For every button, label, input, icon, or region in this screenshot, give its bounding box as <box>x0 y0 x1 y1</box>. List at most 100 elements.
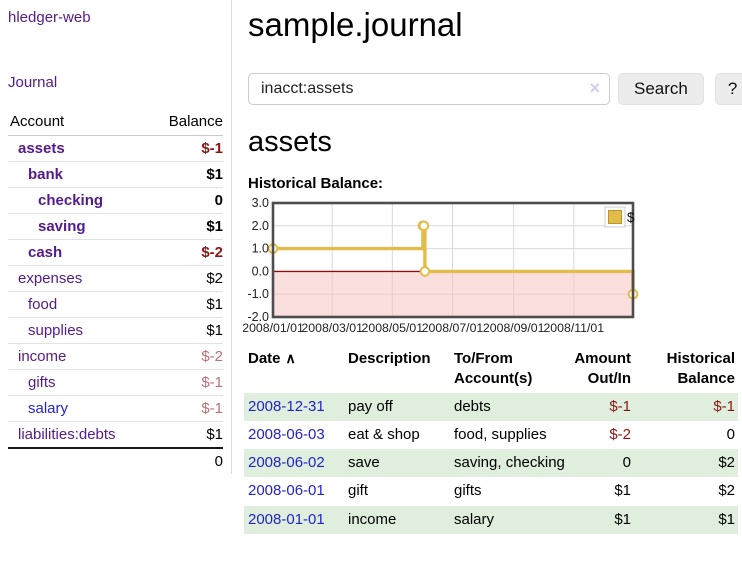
register-col-historical-balance: Historical Balance <box>666 350 735 388</box>
transaction-accounts: saving, checking <box>454 454 565 471</box>
account-balance: $-2 <box>149 343 223 370</box>
balance-chart-svg: $3.0 2.0 1.0 0.0 -1.0 -2.02008/01/012008/03/0… <box>242 196 639 335</box>
nav-journal: Journal <box>8 74 223 92</box>
transaction-description: save <box>348 454 380 471</box>
account-row: cash $-2 <box>8 239 223 266</box>
account-link-saving[interactable]: saving <box>38 218 86 235</box>
accounts-total-row: 0 <box>8 447 223 474</box>
account-row: assets $-1 <box>8 135 223 162</box>
register-col-date[interactable]: Date ∧ <box>248 350 296 367</box>
register-table: Date ∧ Description To/From Account(s) Amount… <box>244 346 738 534</box>
register-col-to-from-account-s-: To/From Account(s) <box>454 350 533 388</box>
clear-search-icon[interactable]: × <box>589 78 600 98</box>
chart-title: Historical Balance: <box>248 175 384 192</box>
search-row: × Search ? <box>248 73 742 105</box>
register-row: 2008-12-31 pay off debts $-1 $-1 <box>244 392 738 421</box>
balance-chart: $3.0 2.0 1.0 0.0 -1.0 -2.0 2008/01/01 2008/03/0… <box>242 196 738 337</box>
svg-text:2008/09/01: 2008/09/01 <box>483 321 545 335</box>
svg-text:-1.0: -1.0 <box>247 287 269 301</box>
account-heading: assets <box>248 126 332 158</box>
account-row: salary $-1 <box>8 395 223 422</box>
account-balance: $-1 <box>149 135 223 162</box>
svg-text:1.0: 1.0 <box>252 242 269 256</box>
register-row: 2008-06-01 gift gifts $1 $2 <box>244 477 738 505</box>
search-button[interactable]: Search <box>618 73 704 105</box>
account-row: liabilities:debts $1 <box>8 421 223 449</box>
svg-text:3.0: 3.0 <box>252 196 269 210</box>
transaction-amount: $1 <box>614 482 631 500</box>
page-title: sample.journal <box>248 6 463 43</box>
account-balance: $1 <box>149 421 223 449</box>
transaction-date-link[interactable]: 2008-06-02 <box>248 454 325 471</box>
help-button[interactable]: ? <box>714 73 742 105</box>
register-col-description: Description <box>348 350 431 367</box>
account-link-checking[interactable]: checking <box>38 192 104 209</box>
transaction-description: pay off <box>348 397 393 415</box>
account-balance: $2 <box>149 265 223 292</box>
account-row: checking 0 <box>8 187 223 214</box>
svg-text:0.0: 0.0 <box>252 264 269 278</box>
register-row: 2008-01-01 income salary $1 $1 <box>244 505 738 534</box>
transaction-date-link[interactable]: 2008-12-31 <box>248 397 325 415</box>
account-balance: $-1 <box>149 395 223 422</box>
brand-link[interactable]: hledger-web <box>8 9 91 26</box>
main-content: sample.journal × Search ? assets Histori… <box>232 0 742 534</box>
account-row: supplies $1 <box>8 317 223 344</box>
account-balance: $1 <box>149 291 223 318</box>
svg-text:2008/07/01: 2008/07/01 <box>422 321 484 335</box>
svg-text:2008/05/01: 2008/05/01 <box>362 321 424 335</box>
journal-link[interactable]: Journal <box>8 74 58 91</box>
accounts-total-value: 0 <box>149 447 223 474</box>
transaction-accounts: gifts <box>454 482 482 500</box>
svg-text:2008/01/01: 2008/01/01 <box>242 321 304 335</box>
account-link-expenses[interactable]: expenses <box>18 270 83 287</box>
transaction-balance: $2 <box>718 482 735 500</box>
register-row: 2008-06-02 save saving, checking 0 $2 <box>244 449 738 478</box>
account-link-income[interactable]: income <box>18 348 67 365</box>
transaction-balance: $-1 <box>713 397 735 415</box>
svg-text:2008/03/01: 2008/03/01 <box>301 321 363 335</box>
account-balance: $1 <box>149 213 223 240</box>
accounts-table: Account Balance assets $-1 bank $1 checking 0… <box>8 109 223 474</box>
transaction-date-link[interactable]: 2008-01-01 <box>248 510 325 528</box>
account-link-cash[interactable]: cash <box>28 244 63 261</box>
account-row: saving $1 <box>8 213 223 240</box>
account-balance: $1 <box>149 161 223 188</box>
account-row: expenses $2 <box>8 265 223 292</box>
accounts-header-account: Account <box>8 109 150 136</box>
transaction-balance: $2 <box>718 454 735 471</box>
account-link-assets[interactable]: assets <box>18 140 65 157</box>
transaction-balance: $1 <box>718 510 735 528</box>
search-input[interactable] <box>248 73 610 105</box>
transaction-accounts: food, supplies <box>454 425 547 443</box>
transaction-date-link[interactable]: 2008-06-01 <box>248 482 325 500</box>
account-link-food[interactable]: food <box>28 296 58 313</box>
transaction-date-link[interactable]: 2008-06-03 <box>248 425 325 443</box>
transaction-amount: $1 <box>614 510 631 528</box>
transaction-balance: 0 <box>726 425 735 443</box>
transaction-description: eat & shop <box>348 425 420 443</box>
account-link-bank[interactable]: bank <box>28 166 64 183</box>
account-link-gifts[interactable]: gifts <box>28 374 56 391</box>
svg-text:-2.0: -2.0 <box>247 310 269 324</box>
app-brand: hledger-web <box>8 9 223 27</box>
account-row: income $-2 <box>8 343 223 370</box>
transaction-accounts: debts <box>454 397 491 415</box>
register-row: 2008-06-03 eat & shop food, supplies $-2 0 <box>244 421 738 449</box>
register-col-amount-out-in: Amount Out/In <box>574 350 631 388</box>
account-link-supplies[interactable]: supplies <box>28 322 84 339</box>
account-row: gifts $-1 <box>8 369 223 396</box>
account-link-salary[interactable]: salary <box>28 400 69 417</box>
account-row: food $1 <box>8 291 223 318</box>
transaction-amount: 0 <box>622 454 631 471</box>
search-box: × <box>248 73 610 105</box>
account-balance: $1 <box>149 317 223 344</box>
svg-text:$: $ <box>627 210 635 225</box>
transaction-amount: $-1 <box>609 397 631 415</box>
account-link-liabilities-debts[interactable]: liabilities:debts <box>18 426 116 443</box>
account-balance: 0 <box>149 187 223 214</box>
transaction-description: income <box>348 510 397 528</box>
sidebar: hledger-web Journal Account Balance asse… <box>0 0 232 474</box>
account-balance: $-2 <box>149 239 223 266</box>
account-balance: $-1 <box>149 369 223 396</box>
